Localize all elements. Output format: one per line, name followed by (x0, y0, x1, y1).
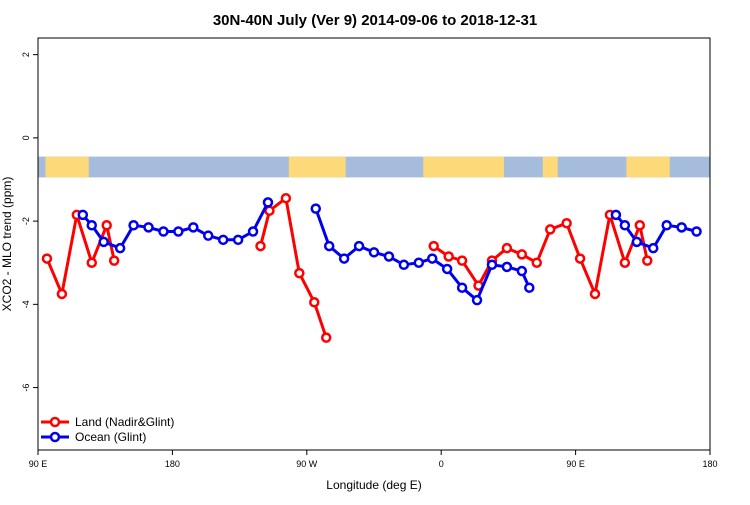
data-point (353, 240, 365, 252)
data-point (544, 224, 556, 235)
data-point (77, 209, 89, 221)
legend: Land (Nadir&Glint)Ocean (Glint) (41, 415, 174, 444)
data-point (255, 240, 266, 252)
chart-title: 30N-40N July (Ver 9) 2014-09-06 to 2018-… (213, 12, 537, 29)
series-line (432, 213, 649, 296)
data-point (108, 255, 120, 266)
data-point (443, 251, 454, 262)
data-point (262, 197, 274, 208)
x-tick-label: 0 (439, 459, 444, 469)
y-axis: 2 0 -2 -4 -6 (21, 52, 38, 392)
data-point (471, 294, 483, 306)
data-point (642, 255, 653, 266)
data-point (143, 222, 154, 233)
data-point (413, 257, 425, 268)
data-point (114, 242, 126, 254)
legend-label: Ocean (Glint) (75, 430, 146, 444)
map-land-region (626, 156, 670, 178)
data-point (383, 251, 395, 262)
data-point (426, 253, 438, 264)
x-tick-label: 90 E (566, 459, 585, 469)
legend-marker (49, 416, 61, 428)
data-point (619, 220, 631, 231)
data-point (217, 234, 229, 246)
data-point (516, 249, 528, 260)
map-strip (38, 156, 710, 178)
data-point (516, 265, 528, 277)
series-line (259, 196, 328, 339)
x-tick-label: 90 W (296, 459, 318, 469)
map-land-region (423, 156, 504, 178)
x-axis: 90 E 180 90 W 0 90 E 180 (29, 450, 718, 469)
data-point (294, 267, 305, 279)
data-point (428, 240, 439, 252)
y-tick-label: -6 (21, 384, 31, 392)
series-line (45, 213, 116, 296)
map-ocean-band (38, 156, 710, 178)
data-point (676, 222, 687, 233)
data-point (247, 226, 259, 237)
data-point (561, 217, 572, 229)
data-point (101, 220, 112, 231)
data-point (320, 332, 332, 343)
y-tick-label: 2 (21, 52, 31, 57)
data-point (589, 288, 601, 300)
map-land-region (288, 156, 346, 178)
x-axis-label: Longitude (deg E) (326, 478, 421, 492)
data-point (631, 236, 643, 248)
series (77, 197, 535, 306)
y-axis-label: XCO2 - MLO trend (ppm) (0, 177, 14, 312)
data-point (202, 230, 214, 241)
data-point (531, 257, 543, 268)
data-point (310, 203, 322, 214)
data-point (610, 209, 622, 221)
data-point (173, 226, 184, 237)
data-point (41, 253, 53, 264)
data-point (188, 222, 199, 233)
data-point (232, 234, 244, 246)
plot-frame (37, 37, 711, 451)
y-tick-label: -4 (21, 300, 31, 308)
data-point (486, 259, 498, 271)
legend-marker (49, 431, 61, 443)
series-layer (41, 192, 702, 343)
data-point (323, 240, 335, 252)
series-line (314, 208, 531, 302)
map-land-region (45, 156, 89, 178)
data-point (661, 220, 672, 231)
y-tick-label: -2 (21, 217, 31, 225)
x-tick-label: 180 (165, 459, 180, 469)
data-point (501, 261, 513, 273)
data-point (86, 257, 98, 268)
data-point (128, 220, 139, 231)
data-point (691, 226, 702, 237)
x-tick-label: 90 E (29, 459, 48, 469)
data-point (524, 282, 535, 293)
data-point (86, 220, 98, 231)
data-point (619, 257, 631, 268)
data-point (309, 297, 320, 308)
data-point (56, 288, 68, 300)
map-land-region (542, 156, 558, 178)
data-point (338, 253, 350, 264)
data-point (441, 263, 453, 275)
data-point (574, 253, 586, 264)
legend-label: Land (Nadir&Glint) (75, 415, 174, 429)
data-point (456, 255, 468, 266)
x-tick-label: 180 (702, 459, 717, 469)
data-point (648, 242, 659, 254)
series (610, 209, 702, 254)
data-point (501, 242, 513, 254)
series (41, 192, 653, 343)
data-point (280, 192, 292, 204)
data-point (368, 247, 380, 258)
data-point (98, 236, 109, 248)
data-point (456, 282, 468, 293)
data-point (634, 220, 646, 231)
y-tick-label: 0 (21, 135, 31, 140)
data-point (398, 259, 410, 271)
data-point (158, 226, 169, 237)
